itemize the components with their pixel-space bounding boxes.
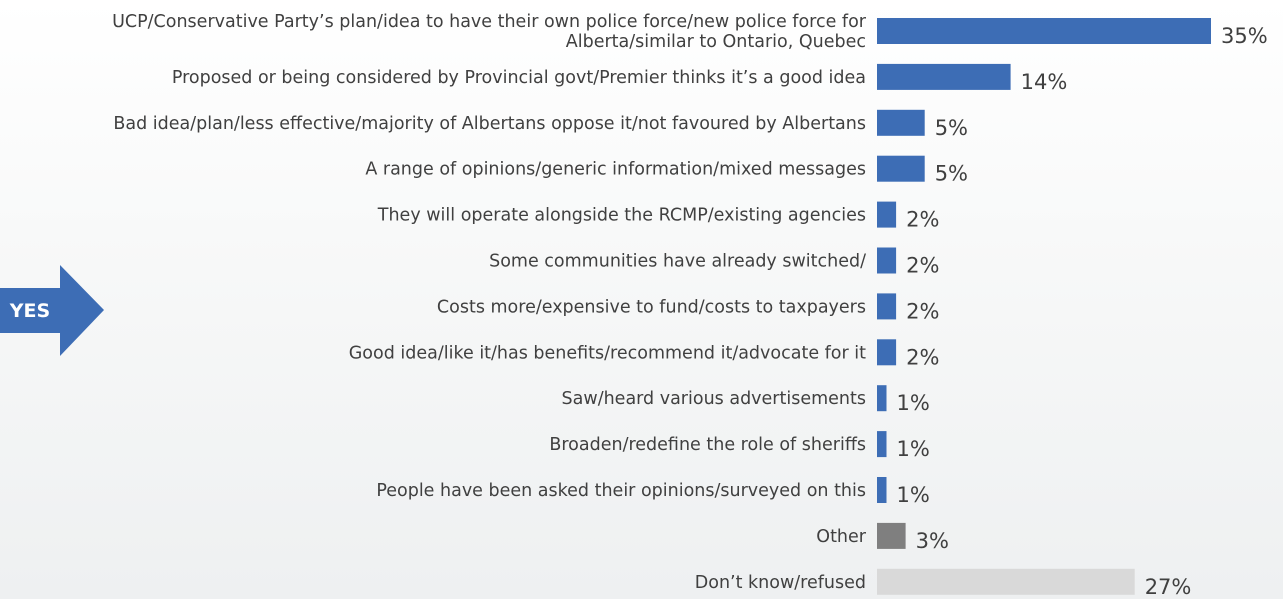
value-label-6: 2% (906, 299, 939, 323)
yes-arrow-annotation: YES (0, 265, 104, 356)
bar-7 (877, 339, 897, 366)
value-label-3: 5% (935, 162, 968, 186)
yes-arrow-label: YES (9, 300, 50, 322)
bar-1 (877, 63, 1011, 90)
bar-0 (877, 18, 1211, 44)
value-label-8: 1% (897, 391, 930, 415)
category-label-9: Broaden/redefine the role of sheriffs (549, 435, 866, 455)
value-label-9: 1% (897, 437, 930, 461)
value-label-1: 14% (1021, 70, 1068, 94)
category-label-2: Bad idea/plan/less effective/majority of… (113, 114, 866, 134)
category-label-3: A range of opinions/generic information/… (365, 160, 866, 180)
bar-4 (877, 201, 897, 228)
bar-11 (877, 522, 906, 549)
category-label-7: Good idea/like it/has benefits/recommend… (349, 343, 866, 363)
category-label-0: UCP/Conservative Party’s plan/idea to ha… (112, 12, 867, 52)
value-label-5: 2% (906, 254, 939, 278)
value-label-2: 5% (935, 116, 968, 140)
category-label-10: People have been asked their opinions/su… (376, 481, 866, 501)
bar-5 (877, 247, 897, 274)
category-label-4: They will operate alongside the RCMP/exi… (377, 206, 866, 226)
category-labels-group: UCP/Conservative Party’s plan/idea to ha… (112, 12, 867, 593)
bars-group (877, 18, 1211, 595)
value-label-10: 1% (897, 483, 930, 507)
value-label-12: 27% (1145, 575, 1192, 599)
bar-12 (877, 568, 1135, 595)
bar-2 (877, 109, 925, 136)
category-label-6: Costs more/expensive to fund/costs to ta… (437, 297, 866, 317)
value-label-4: 2% (906, 208, 939, 232)
category-label-5: Some communities have already switched/ (489, 252, 866, 272)
category-label-1: Proposed or being considered by Provinci… (172, 68, 866, 88)
category-label-8: Saw/heard various advertisements (562, 389, 866, 409)
bar-8 (877, 385, 887, 412)
bar-6 (877, 293, 897, 320)
value-label-11: 3% (916, 529, 949, 553)
value-label-7: 2% (906, 345, 939, 369)
right-arrow-icon (0, 265, 104, 356)
category-label-12: Don’t know/refused (695, 573, 866, 593)
bar-9 (877, 431, 887, 458)
bar-10 (877, 477, 887, 503)
bar-3 (877, 155, 925, 182)
value-label-0: 35% (1221, 24, 1268, 48)
value-labels-group: 35% 14% 5% 5% 2% 2% 2% 2% 1% 1% 1% 3% 27% (897, 24, 1268, 599)
category-label-11: Other (816, 527, 866, 547)
